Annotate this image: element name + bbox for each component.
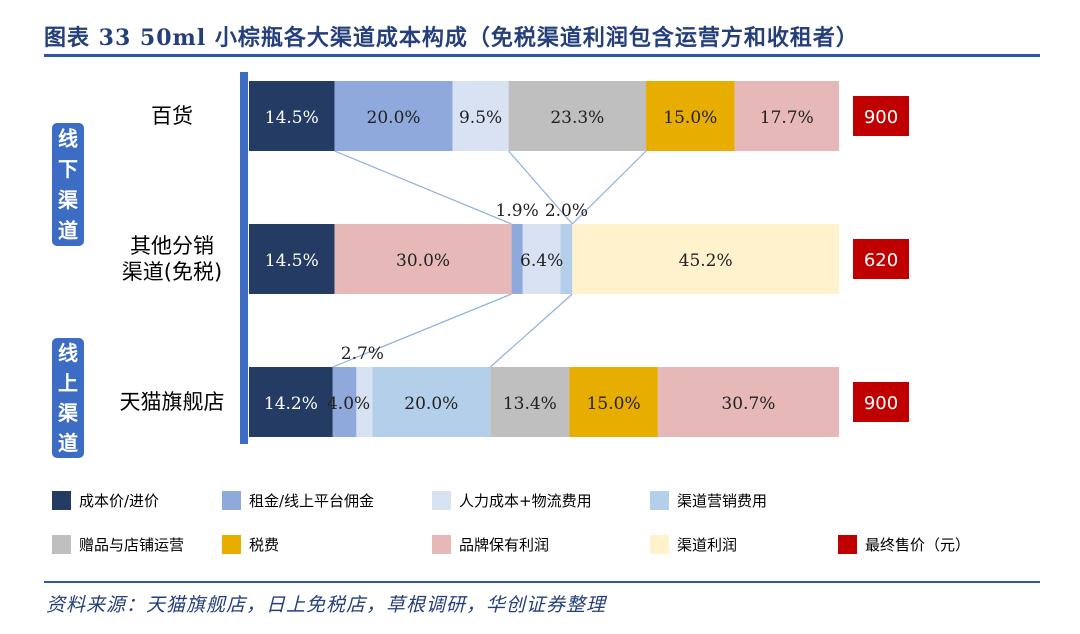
data-label: 13.4% [503, 394, 557, 414]
bar-segment [646, 81, 735, 151]
legend-label: 税费 [249, 535, 280, 554]
legend-item: 最终售价（元） [838, 531, 970, 557]
legend-label: 品牌保有利润 [459, 535, 550, 554]
group-label-char: 道 [58, 219, 78, 243]
data-label: 6.4% [520, 251, 563, 271]
data-label: 30.7% [721, 394, 775, 414]
bar-segment [657, 367, 839, 437]
legend-label: 渠道利润 [677, 535, 738, 554]
legend-swatch [838, 534, 857, 554]
bar-segment [334, 224, 512, 294]
bar-segment [569, 367, 658, 437]
bar-segment [511, 224, 523, 294]
group-label-char: 上 [58, 371, 78, 395]
final-price-label: 900 [864, 393, 898, 414]
legend-swatch [432, 490, 451, 510]
bar-segment [572, 224, 839, 294]
data-label: 2.0% [545, 201, 588, 221]
data-label: 20.0% [404, 394, 458, 414]
group-label-char: 渠 [58, 188, 79, 212]
legend-item: 渠道营销费用 [650, 487, 767, 513]
legend-swatch [52, 534, 71, 554]
legend-label: 渠道营销费用 [677, 491, 768, 510]
bar-segment [249, 224, 335, 294]
legend-item: 租金/线上平台佣金 [222, 487, 374, 513]
data-label: 15.0% [587, 394, 641, 414]
group-label-char: 线 [58, 126, 78, 150]
legend-swatch [222, 490, 241, 510]
data-label: 45.2% [679, 251, 733, 271]
footer-rule [44, 581, 1040, 583]
connector-lines [332, 150, 647, 368]
title-rule [44, 54, 1040, 57]
connector-line [332, 293, 512, 368]
legend-swatch [52, 490, 71, 510]
legend-label: 赠品与店铺运营 [79, 535, 185, 554]
data-label: 20.0% [367, 108, 421, 128]
connector-line [334, 150, 512, 225]
legend-label: 租金/线上平台佣金 [249, 491, 375, 510]
final-price-label: 900 [864, 107, 898, 128]
source-note: 资料来源：天猫旗舰店，日上免税店，草根调研，华创证券整理 [46, 594, 607, 616]
category-label: 渠道(免税) [122, 260, 222, 284]
bar-segment [372, 367, 491, 437]
legend-item: 渠道利润 [650, 531, 737, 557]
data-label: 17.7% [760, 108, 814, 128]
figure-title: 图表 33 50ml 小棕瓶各大渠道成本构成（免税渠道利润包含运营方和收租者） [44, 25, 859, 51]
bar-segment [334, 81, 453, 151]
final-price-box [853, 382, 909, 422]
group-label-char: 下 [58, 157, 78, 181]
data-label: 14.2% [264, 394, 318, 414]
bar-segment [522, 224, 561, 294]
data-label: 15.0% [663, 108, 717, 128]
category-label: 天猫旗舰店 [120, 390, 225, 414]
connector-line [489, 293, 573, 368]
connector-line [508, 150, 573, 225]
bar-segment [490, 367, 570, 437]
legend-label: 最终售价（元） [865, 535, 971, 554]
group-label-badge [52, 123, 84, 246]
group-label-badge [52, 338, 84, 458]
final-price-box [853, 239, 909, 279]
data-label: 1.9% [496, 201, 539, 221]
legend-item: 人力成本+物流费用 [432, 487, 592, 513]
bar-segment [356, 367, 373, 437]
bar-segment [560, 224, 573, 294]
data-label: 30.0% [396, 251, 450, 271]
data-label: 14.5% [265, 108, 319, 128]
connector-line [571, 150, 647, 225]
bar-segment [249, 367, 333, 437]
data-label: 2.7% [341, 344, 384, 364]
category-axis [240, 72, 248, 444]
data-label: 4.0% [327, 394, 370, 414]
final-price-box [853, 96, 909, 136]
legend-label: 人力成本+物流费用 [459, 491, 592, 510]
data-label: 23.3% [550, 108, 604, 128]
category-label: 其他分销 [130, 234, 214, 258]
bar-segment [332, 367, 357, 437]
group-label-char: 线 [58, 341, 78, 365]
legend-item: 赠品与店铺运营 [52, 531, 184, 557]
category-label: 百货 [151, 104, 193, 128]
legend-swatch [432, 534, 451, 554]
final-price-label: 620 [864, 250, 898, 271]
bar-segment [734, 81, 839, 151]
legend-item: 成本价/进价 [52, 487, 159, 513]
legend-swatch [650, 490, 669, 510]
group-label-char: 道 [58, 431, 78, 455]
group-label-char: 渠 [58, 401, 79, 425]
legend-swatch [222, 534, 241, 554]
legend-label: 成本价/进价 [79, 491, 160, 510]
legend-item: 税费 [222, 531, 279, 557]
data-label: 14.5% [265, 251, 319, 271]
bar-segment [249, 81, 335, 151]
legend-swatch [650, 534, 669, 554]
bar-segment [452, 81, 509, 151]
legend-item: 品牌保有利润 [432, 531, 549, 557]
bar-segment [508, 81, 647, 151]
data-label: 9.5% [459, 108, 502, 128]
